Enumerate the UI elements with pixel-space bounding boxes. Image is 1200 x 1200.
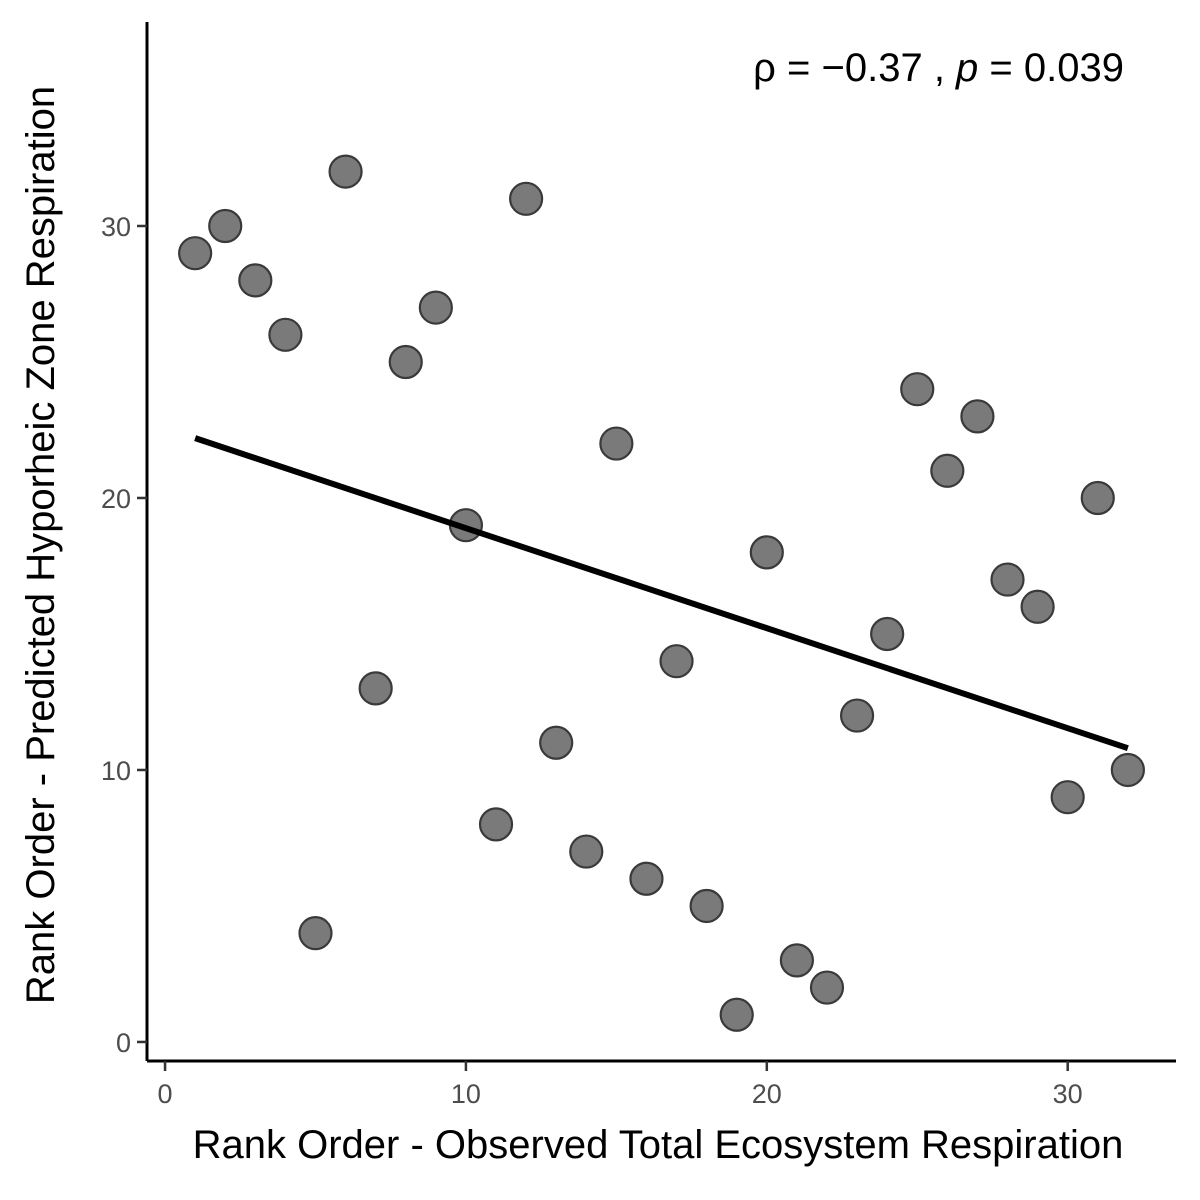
data-point: [960, 399, 995, 434]
y-tick-label: 0: [116, 1028, 131, 1058]
data-point: [238, 263, 273, 298]
data-point: [719, 997, 754, 1032]
data-point: [298, 916, 333, 951]
axes-layer: 0 10 20 30 0 10 20 30: [101, 22, 1176, 1109]
x-tick-label: 30: [1053, 1079, 1083, 1109]
data-point: [659, 644, 694, 679]
data-point: [809, 970, 845, 1005]
p-value: 0.039: [1024, 46, 1124, 90]
data-point: [1080, 480, 1115, 516]
data-point: [268, 317, 303, 352]
data-point: [388, 344, 423, 380]
data-point: [900, 372, 935, 407]
correlation-annotation: ρ = −0.37 , p = 0.039: [753, 46, 1124, 90]
data-point: [749, 535, 784, 570]
x-tick-label: 10: [451, 1079, 481, 1109]
data-point: [1050, 780, 1085, 815]
trend-line-layer: [194, 435, 1129, 752]
data-point: [1110, 752, 1145, 788]
data-point: [478, 807, 514, 842]
rho-symbol: ρ: [753, 46, 776, 90]
data-point: [509, 181, 544, 216]
p-symbol: p: [955, 46, 978, 90]
data-point: [418, 290, 453, 325]
equals-sign: =: [776, 46, 822, 90]
data-point: [990, 562, 1025, 597]
y-tick-label: 30: [101, 212, 131, 242]
x-axis-title: Rank Order - Observed Total Ecosystem Re…: [193, 1123, 1124, 1167]
data-point: [779, 943, 814, 978]
data-point: [208, 208, 243, 244]
data-point: [599, 426, 634, 461]
data-point: [1020, 589, 1055, 624]
data-point: [358, 671, 393, 706]
rho-value: 0.37: [845, 46, 923, 90]
labels-layer: Rank Order - Observed Total Ecosystem Re…: [19, 46, 1124, 1167]
equals-sign: =: [978, 46, 1024, 90]
x-tick-label: 0: [158, 1079, 173, 1109]
data-point: [539, 725, 574, 760]
data-point: [689, 888, 724, 924]
data-point: [178, 236, 213, 271]
y-tick-label: 10: [101, 756, 131, 786]
points-layer: [178, 154, 1145, 1032]
data-point: [328, 154, 363, 189]
data-point: [870, 616, 905, 652]
separator: ,: [923, 46, 956, 90]
trend-line: [194, 435, 1129, 752]
x-tick-label: 20: [752, 1079, 782, 1109]
minus-sign: −: [821, 46, 844, 90]
data-point: [839, 698, 875, 733]
data-point: [569, 834, 604, 869]
y-tick-label: 20: [101, 484, 131, 514]
y-axis-title: Rank Order - Predicted Hyporheic Zone Re…: [19, 86, 63, 1004]
data-point: [930, 453, 965, 488]
data-point: [629, 861, 664, 896]
